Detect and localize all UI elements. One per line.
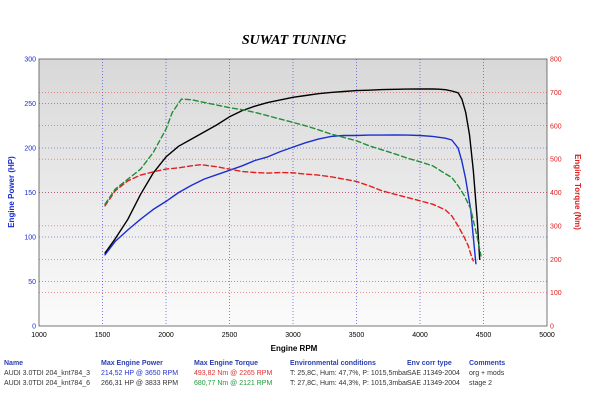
- x-tick-label: 1000: [31, 332, 47, 339]
- legend-row-torque: 493,82 Nm @ 2265 RPM: [194, 370, 273, 377]
- y-left-tick-label: 0: [32, 324, 36, 331]
- series-line: [104, 134, 477, 265]
- legend-row: AUDI 3.0TDI 204_knt784_6 266,31 HP @ 383…: [4, 380, 585, 390]
- y-right-tick-label: 600: [550, 123, 562, 130]
- y-right-tick-label: 200: [550, 257, 562, 264]
- legend-row: AUDI 3.0TDI 204_knt784_3 214,52 HP @ 365…: [4, 370, 585, 380]
- x-axis-label: Engine RPM: [271, 344, 318, 353]
- x-tick-label: 5000: [539, 332, 555, 339]
- legend-table: Name Max Engine Power Max Engine Torque …: [4, 360, 585, 390]
- y-right-tick-label: 500: [550, 157, 562, 164]
- series-line: [104, 164, 474, 262]
- series-line: [104, 88, 481, 260]
- legend-row-power: 214,52 HP @ 3650 RPM: [101, 370, 179, 377]
- y-right-tick-label: 100: [550, 290, 562, 297]
- y-left-tick-label: 100: [24, 235, 36, 242]
- y-right-tick-label: 0: [550, 324, 554, 331]
- legend-row-name: AUDI 3.0TDI 204_knt784_6: [4, 380, 90, 387]
- x-tick-label: 4000: [412, 332, 428, 339]
- grid: [39, 59, 547, 326]
- x-tick-label: 1500: [95, 332, 111, 339]
- legend-row-corr: SAE J1349-2004: [407, 370, 460, 377]
- legend-row-comments: org + mods: [469, 370, 505, 377]
- legend-row-comments: stage 2: [469, 380, 492, 387]
- legend-row-power: 266,31 HP @ 3833 RPM: [101, 380, 179, 387]
- y-axis-left-label: Engine Power (HP): [7, 156, 16, 228]
- legend-header-power: Max Engine Power: [101, 360, 163, 367]
- legend-header-row: Name Max Engine Power Max Engine Torque …: [4, 360, 585, 370]
- legend-row-env: T: 25,8C, Hum: 47,7%, P: 1015,5mbar: [290, 370, 409, 377]
- y-axis-right-label: Engine Torque (Nm): [573, 154, 582, 230]
- legend-row-torque: 680,77 Nm @ 2121 RPM: [194, 380, 273, 387]
- y-left-tick-label: 300: [24, 57, 36, 64]
- x-tick-label: 4500: [476, 332, 492, 339]
- legend-header-env: Environmental conditions: [290, 360, 376, 367]
- axis-layer: 1000 1500 2000 2500 3000 3500 4000 4500 50000501…: [24, 57, 561, 340]
- series-line: [104, 98, 482, 257]
- y-left-tick-label: 250: [24, 101, 36, 108]
- y-right-tick-label: 400: [550, 190, 562, 197]
- y-left-tick-label: 150: [24, 190, 36, 197]
- legend-row-corr: SAE J1349-2004: [407, 380, 460, 387]
- y-right-tick-label: 800: [550, 57, 562, 64]
- chart-title: SUWAT TUNING: [242, 33, 346, 48]
- plot-area: [38, 58, 548, 327]
- x-tick-label: 3000: [285, 332, 301, 339]
- y-right-tick-label: 700: [550, 90, 562, 97]
- legend-row-name: AUDI 3.0TDI 204_knt784_3: [4, 370, 90, 377]
- y-left-tick-label: 50: [28, 279, 36, 286]
- y-left-tick-label: 200: [24, 146, 36, 153]
- legend-header-torque: Max Engine Torque: [194, 360, 259, 367]
- series-layer: [104, 88, 482, 265]
- legend-header-comments: Comments: [469, 360, 506, 367]
- x-tick-label: 3500: [349, 332, 365, 339]
- legend-row-env: T: 27,8C, Hum: 44,3%, P: 1015,3mbar: [290, 380, 409, 387]
- x-tick-label: 2500: [222, 332, 238, 339]
- x-tick-label: 2000: [158, 332, 174, 339]
- y-right-tick-label: 300: [550, 223, 562, 230]
- legend-header-corr: Env corr type: [407, 360, 452, 367]
- legend-header-name: Name: [4, 360, 24, 367]
